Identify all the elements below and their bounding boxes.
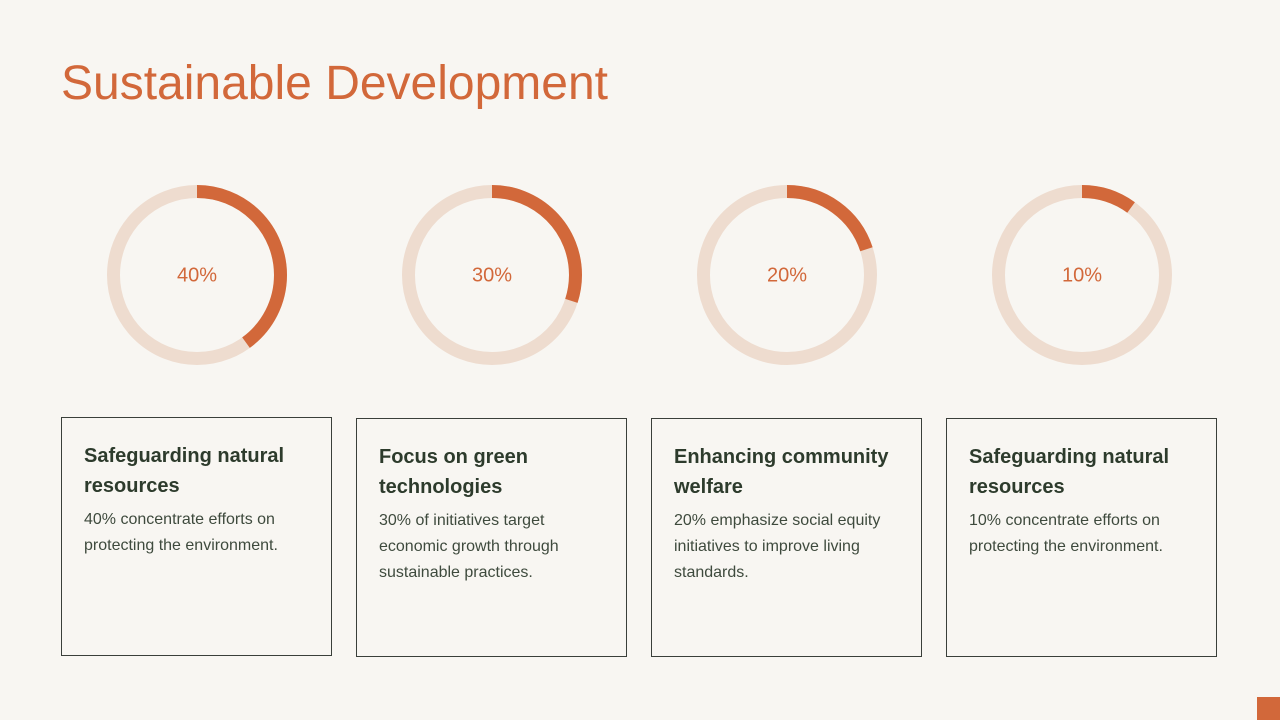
card-description: 20% emphasize social equity initiatives …	[674, 512, 881, 581]
donut-value-arc	[992, 185, 1172, 365]
donut-chart-2: 30%	[402, 185, 582, 365]
donut-chart-4: 10%	[992, 185, 1172, 365]
slide-title: Sustainable Development	[61, 57, 609, 110]
card-title: Focus on green technologies	[379, 446, 528, 498]
donut-value-label: 10%	[1062, 264, 1102, 286]
card-title: Safeguarding natural resources	[84, 445, 285, 497]
info-card-1: Safeguarding natural resources 40% conce…	[61, 417, 332, 656]
donut-value-label: 20%	[767, 264, 807, 286]
card-description: 30% of initiatives target economic growt…	[379, 512, 559, 581]
donut-value-arc	[107, 185, 287, 365]
donut-value-arc	[697, 185, 877, 365]
card-title: Safeguarding natural resources	[969, 446, 1170, 498]
card-title: Enhancing community welfare	[674, 446, 889, 498]
donut-value-label: 30%	[472, 264, 512, 286]
card-description: 10% concentrate efforts on protecting th…	[969, 512, 1163, 555]
donut-value-label: 40%	[177, 264, 217, 286]
donut-svg-2: 30%	[402, 185, 582, 365]
donut-chart-3: 20%	[697, 185, 877, 365]
donut-svg-3: 20%	[697, 185, 877, 365]
card-description: 40% concentrate efforts on protecting th…	[84, 511, 278, 554]
corner-accent-square	[1257, 697, 1280, 720]
info-card-4: Safeguarding natural resources 10% conce…	[946, 418, 1217, 657]
donut-value-arc	[402, 185, 582, 365]
info-card-3: Enhancing community welfare 20% emphasiz…	[651, 418, 922, 657]
donut-svg-1: 40%	[107, 185, 287, 365]
info-card-2: Focus on green technologies 30% of initi…	[356, 418, 627, 657]
donut-svg-4: 10%	[992, 185, 1172, 365]
donut-chart-1: 40%	[107, 185, 287, 365]
